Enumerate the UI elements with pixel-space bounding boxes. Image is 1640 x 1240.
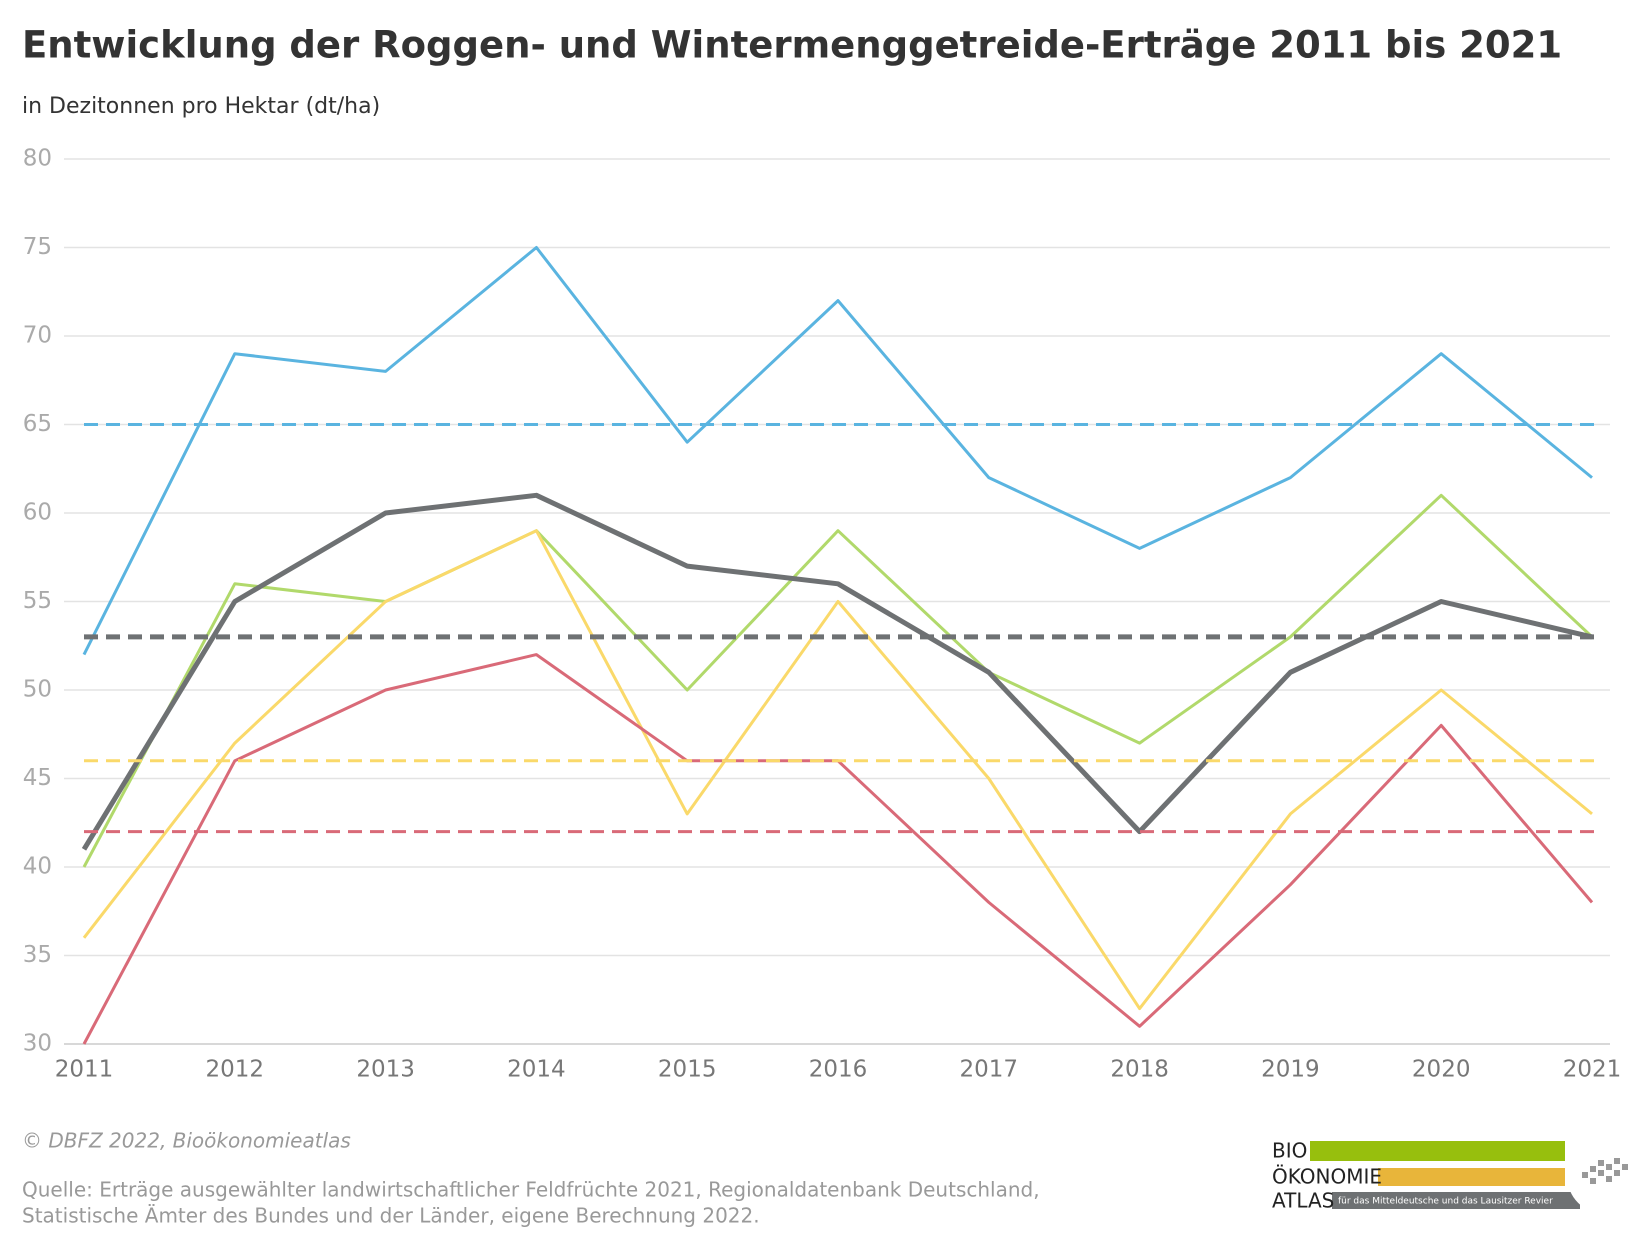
chart-title: Entwicklung der Roggen- und Wintermengge… (22, 24, 1562, 67)
x-tick-label: 2012 (206, 1057, 265, 1083)
series-line (82, 529, 1593, 1011)
x-tick-label: 2017 (960, 1057, 1019, 1083)
logo-bar (1378, 1168, 1565, 1186)
logo-bar (1332, 1192, 1580, 1209)
y-tick-label: 60 (23, 500, 52, 526)
x-tick-label: 2014 (507, 1057, 566, 1083)
x-tick-label: 2013 (356, 1057, 415, 1083)
logo-bar (1310, 1141, 1565, 1161)
logo-tagline: für das Mitteldeutsche und das Lausitzer… (1338, 1197, 1553, 1207)
series-line (82, 246, 1593, 656)
y-tick-label: 30 (23, 1031, 52, 1057)
source: Quelle: Erträge ausgewählter landwirtsch… (22, 1178, 1040, 1202)
y-tick-label: 75 (23, 234, 52, 260)
logo: BIO ÖKONOMIE ATLAS für das Mitteldeutsch… (1272, 1138, 1640, 1214)
series-line (81, 492, 1593, 851)
x-tick-label: 2011 (55, 1057, 114, 1083)
y-tick-label: 80 (23, 146, 52, 172)
source: Statistische Ämter des Bundes und der Lä… (22, 1204, 760, 1228)
copyright: © DBFZ 2022, Bioökonomieatlas (22, 1129, 351, 1153)
logo-text: BIO (1272, 1139, 1307, 1163)
x-tick-label: 2016 (809, 1057, 868, 1083)
logo-text: ATLAS (1272, 1189, 1334, 1213)
x-tick-label: 2018 (1110, 1057, 1169, 1083)
y-tick-label: 65 (23, 411, 52, 437)
y-tick-label: 45 (23, 765, 52, 791)
y-tick-label: 40 (23, 854, 52, 880)
x-tick-label: 2021 (1563, 1057, 1622, 1083)
y-tick-label: 70 (23, 323, 52, 349)
logo-map (1582, 1158, 1628, 1184)
y-tick-label: 35 (23, 942, 52, 968)
x-tick-label: 2020 (1412, 1057, 1471, 1083)
y-tick-label: 50 (23, 677, 52, 703)
chart-subtitle: in Dezitonnen pro Hektar (dt/ha) (22, 94, 380, 119)
series-line (82, 493, 1594, 868)
y-tick-label: 55 (23, 588, 52, 614)
x-tick-label: 2015 (658, 1057, 717, 1083)
x-tick-label: 2019 (1261, 1057, 1320, 1083)
series-line (82, 653, 1594, 1045)
logo-text: ÖKONOMIE (1272, 1165, 1382, 1189)
